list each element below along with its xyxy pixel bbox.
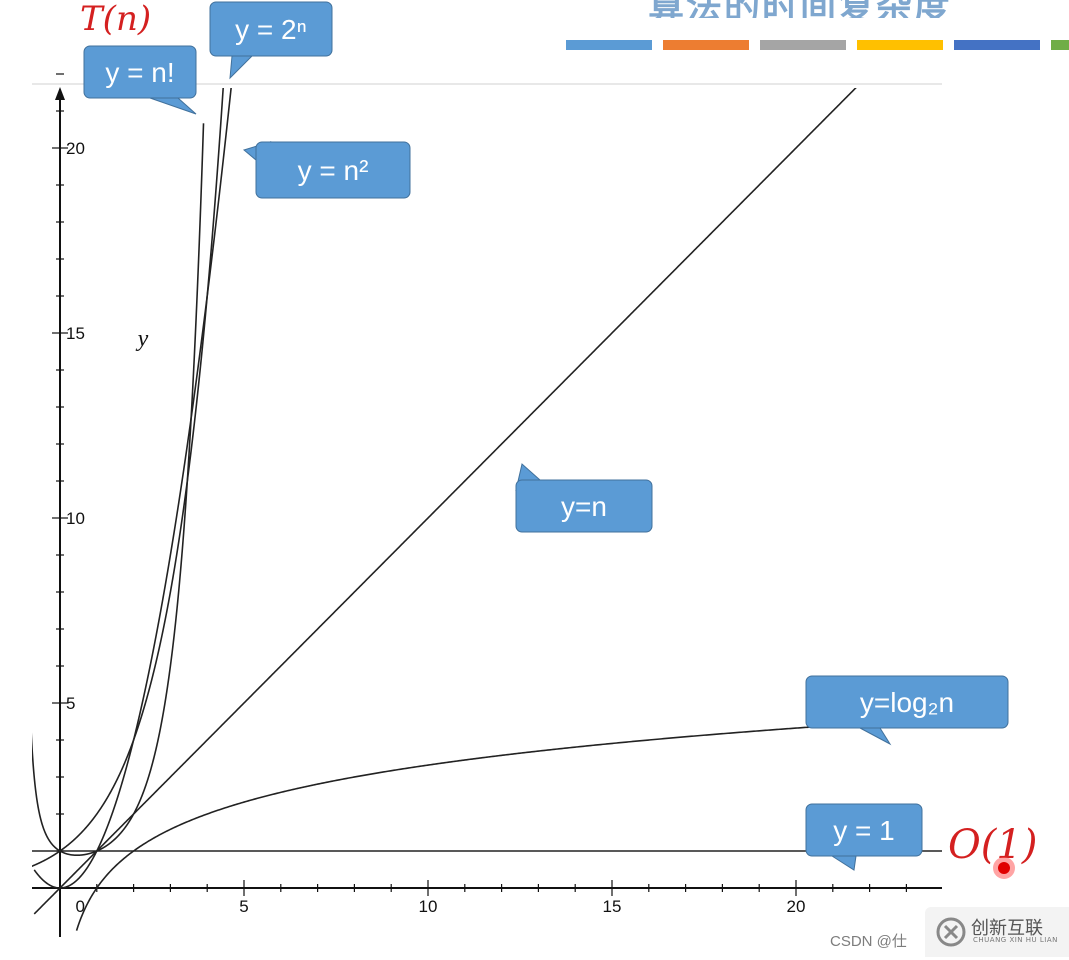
callout-box <box>805 803 923 857</box>
callout-box <box>255 141 411 199</box>
series-line-linear <box>33 88 857 915</box>
y-tick-label: 15 <box>66 324 85 343</box>
series-name: y = 1 <box>833 815 894 846</box>
y-tick-label: 5 <box>66 694 75 713</box>
series-line-log2 <box>75 717 942 931</box>
series-label-linear: y=n <box>515 463 653 533</box>
plot-area <box>32 82 942 937</box>
series-label-square: y = n² <box>242 141 411 199</box>
origin-label: 0 <box>76 897 85 916</box>
series-line-exp2 <box>32 88 224 868</box>
brand-subtitle: CHUANG XIN HU LIAN <box>973 936 1058 944</box>
x-tick-label: 20 <box>787 897 806 916</box>
series-labels: y = n! y = 2ⁿ y = n² y=n y=log₂n y = 1 <box>83 1 1009 871</box>
y-axis-label: y <box>136 326 149 352</box>
series-name: y = 2ⁿ <box>235 14 307 45</box>
x-tick-label: 15 <box>603 897 622 916</box>
handwritten-annotation: O(1) <box>948 822 1037 868</box>
series-label-exp2: y = 2ⁿ <box>209 1 333 80</box>
pointer-dot <box>998 862 1010 874</box>
brand-icon <box>936 917 966 947</box>
callout-box <box>83 45 197 99</box>
callout-box <box>209 1 333 57</box>
callout-tail <box>229 55 254 80</box>
brand-logo: 创新互联 CHUANG XIN HU LIAN <box>935 912 1065 952</box>
annotations: T(n) O(1) <box>80 0 1037 879</box>
y-tick-label: 20 <box>66 139 85 158</box>
series-line-square <box>33 88 232 889</box>
series-name: y = n! <box>105 57 174 88</box>
x-tick-label: 10 <box>419 897 438 916</box>
series-name: y=log₂n <box>860 687 954 718</box>
curves <box>32 88 942 931</box>
y-axis-arrow <box>55 87 65 100</box>
watermark-text: CSDN @仕 <box>830 933 907 950</box>
brand-name: 创新互联 <box>971 918 1043 939</box>
callout-box <box>515 479 653 533</box>
handwritten-annotation: T(n) <box>80 0 151 39</box>
callout-box <box>805 675 1009 729</box>
x-tick-label: 5 <box>239 897 248 916</box>
series-label-factorial: y = n! <box>83 45 197 115</box>
series-name: y = n² <box>298 155 369 186</box>
series-label-log2: y=log₂n <box>805 675 1009 746</box>
slide-title: 算法的时间复杂度 <box>648 0 1069 18</box>
series-label-constant: y = 1 <box>805 803 923 871</box>
series-name: y=n <box>561 491 607 522</box>
axes: 5 10 15 20 5 10 15 20 0 y <box>32 73 942 937</box>
y-tick-label: 10 <box>66 509 85 528</box>
